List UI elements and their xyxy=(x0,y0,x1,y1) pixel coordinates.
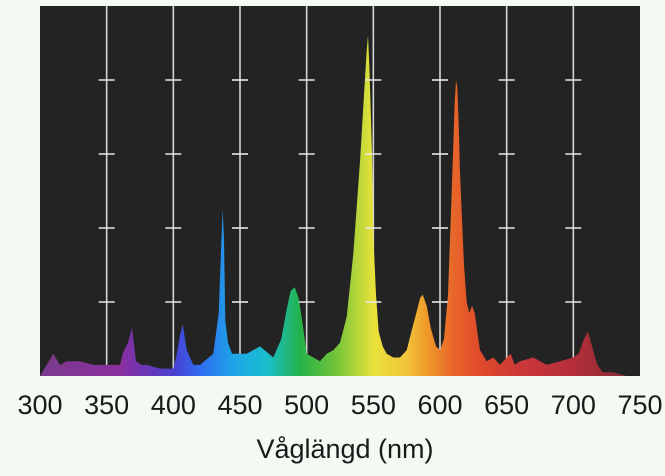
x-tick-label-350: 350 xyxy=(84,390,129,420)
x-axis-label: Våglängd (nm) xyxy=(256,434,433,464)
x-tick-label-750: 750 xyxy=(617,390,662,420)
x-tick-label-550: 550 xyxy=(351,390,396,420)
x-tick-label-400: 400 xyxy=(151,390,196,420)
x-tick-label-600: 600 xyxy=(417,390,462,420)
plot-area xyxy=(40,6,640,376)
x-tick-label-650: 650 xyxy=(484,390,529,420)
vertical-gridlines xyxy=(105,6,575,376)
x-tick-label-450: 450 xyxy=(217,390,262,420)
x-tick-label-700: 700 xyxy=(551,390,596,420)
horizontal-tick-segments xyxy=(98,79,582,303)
x-tick-label-300: 300 xyxy=(17,390,62,420)
x-tick-label-500: 500 xyxy=(284,390,329,420)
x-tick-labels: 300 350 400 450 500 550 600 650 700 750 xyxy=(17,390,662,420)
